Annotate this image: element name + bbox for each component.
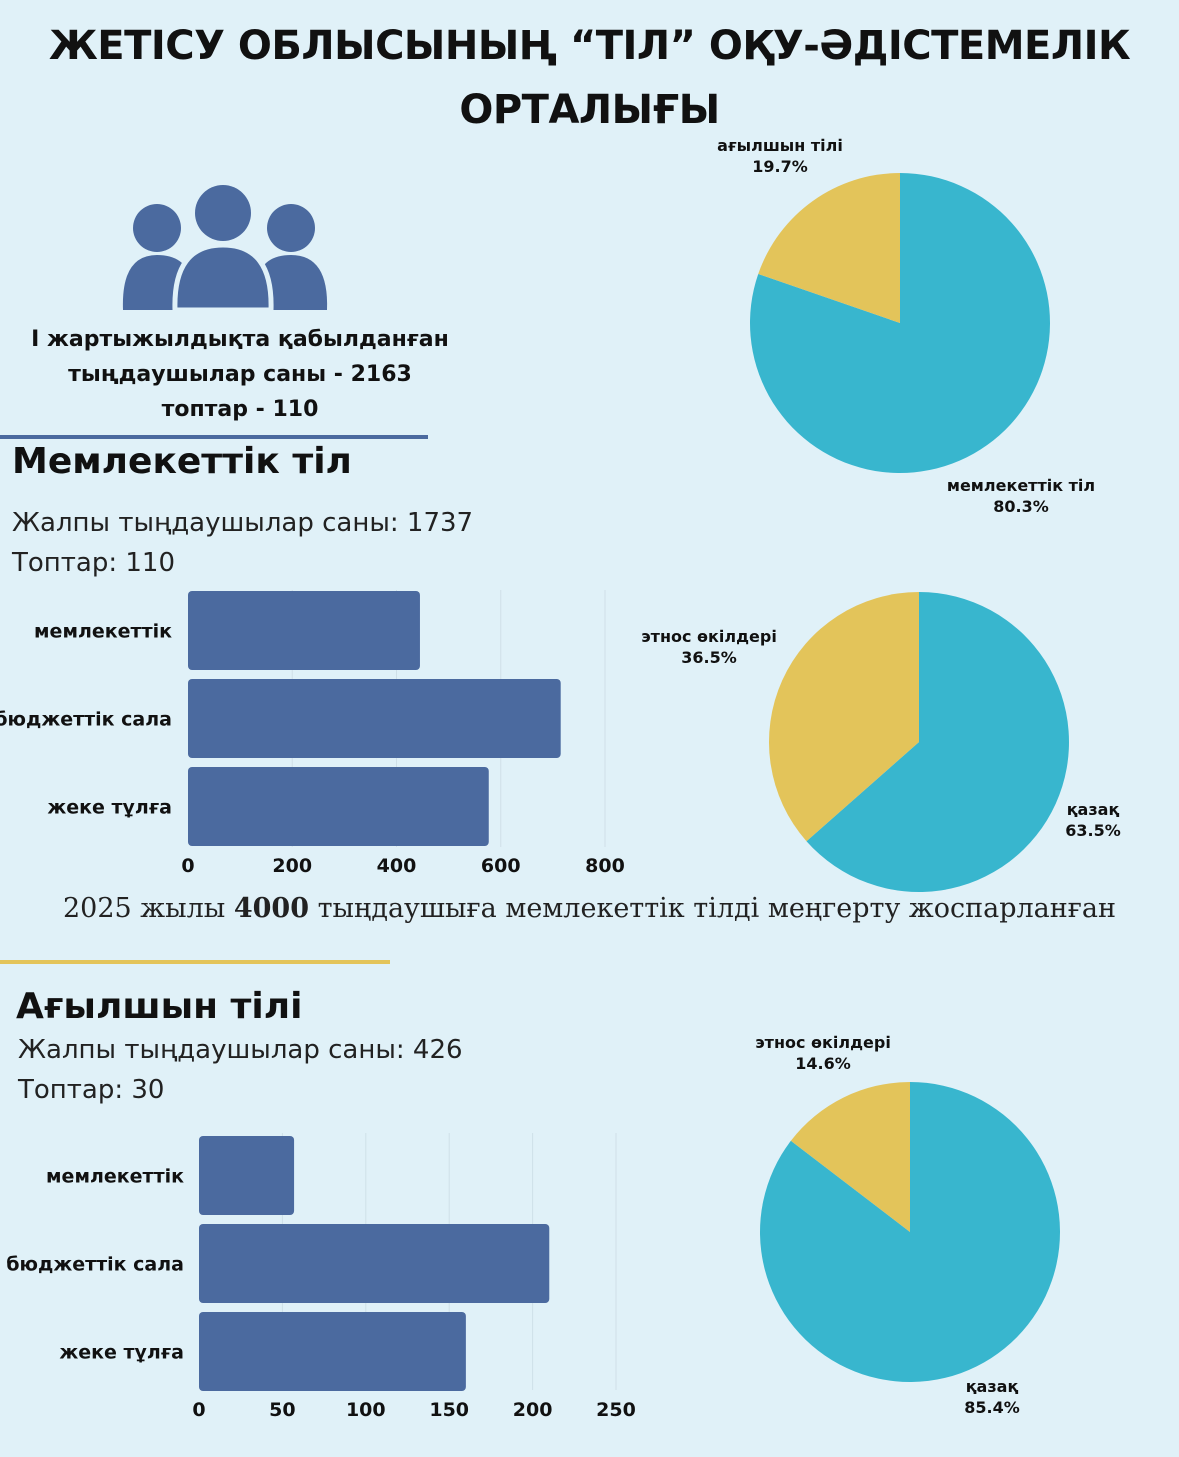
category-label-2: жеке тұлға [47, 797, 172, 819]
category-label-0: мемлекеттік [34, 621, 172, 643]
state-pie-chart: қазақ 63.5% этнос өкілдері 36.5% [641, 592, 1121, 892]
pie-value-0: 85.4% [964, 1398, 1020, 1417]
tick-label-2: 100 [346, 1399, 386, 1421]
summary-block: І жартыжылдықта қабылданған тыңдаушылар … [10, 322, 470, 427]
pie-slice-0 [806, 592, 1069, 892]
state-groups-count: Топтар: 110 [12, 548, 176, 578]
pie-slice-1 [790, 1082, 910, 1232]
tick-label-3: 600 [481, 855, 521, 877]
summary-line-1: І жартыжылдықта қабылданған [31, 327, 449, 352]
state-bar-chart: мемлекеттік бюджеттік сала жеке тұлға 0 200 4… [0, 590, 625, 877]
pie-label-1: ағылшын тілі [717, 136, 843, 155]
pie-slice-1 [768, 592, 919, 842]
category-label-1: бюджеттік сала [0, 709, 172, 731]
section-divider-yellow [0, 960, 390, 964]
languages-pie-chart: мемлекеттік тіл 80.3% ағылшын тілі 19.7% [717, 136, 1095, 516]
tick-label-4: 200 [513, 1399, 553, 1421]
pie-label-0: қазақ [966, 1377, 1019, 1396]
pie-value-0: 63.5% [1065, 821, 1121, 840]
page-title: ЖЕТІСУ ОБЛЫСЫНЫҢ “ТІЛ” ОҚУ-ӘДІСТЕМЕЛІК О… [0, 14, 1179, 142]
plan-note-suffix: тыңдаушыға мемлекеттік тілді меңгерту жо… [309, 893, 1116, 924]
pie-label-1: этнос өкілдері [641, 627, 777, 646]
summary-line-2: тыңдаушылар саны - 2163 [68, 362, 412, 387]
state-section-title: Мемлекеттік тіл [12, 441, 352, 482]
category-label-2: жеке тұлға [59, 1342, 184, 1364]
bar-2 [199, 1312, 466, 1391]
english-section-title: Ағылшын тілі [16, 986, 303, 1027]
pie-label-1: этнос өкілдері [755, 1033, 891, 1052]
tick-label-0: 0 [181, 855, 194, 877]
plan-note: 2025 жылы 4000 тыңдаушыға мемлекеттік ті… [0, 893, 1179, 924]
bar-1 [199, 1224, 550, 1303]
english-pie-chart: қазақ 85.4% этнос өкілдері 14.6% [755, 1033, 1060, 1417]
pie-label-0: мемлекеттік тіл [947, 476, 1095, 495]
tick-label-3: 150 [429, 1399, 469, 1421]
summary-line-3: топтар - 110 [161, 397, 319, 422]
section-divider-blue [0, 435, 428, 439]
category-label-1: бюджеттік сала [6, 1254, 184, 1276]
pie-value-1: 19.7% [752, 157, 808, 176]
tick-label-0: 0 [192, 1399, 205, 1421]
english-groups-count: Топтар: 30 [18, 1075, 165, 1105]
plan-note-prefix: 2025 жылы [62, 893, 234, 924]
pie-value-0: 80.3% [993, 497, 1049, 516]
english-bar-chart: мемлекеттік бюджеттік сала жеке тұлға 0 50 10… [6, 1133, 636, 1421]
page-title-line-2: ОРТАЛЫҒЫ [459, 87, 720, 133]
tick-label-1: 200 [272, 855, 312, 877]
page-title-line-1: ЖЕТІСУ ОБЛЫСЫНЫҢ “ТІЛ” ОҚУ-ӘДІСТЕМЕЛІК [48, 23, 1131, 69]
tick-label-4: 800 [585, 855, 625, 877]
bar-1 [188, 679, 561, 758]
bar-2 [188, 767, 489, 846]
tick-label-5: 250 [596, 1399, 636, 1421]
pie-value-1: 36.5% [681, 648, 737, 667]
category-label-0: мемлекеттік [46, 1166, 184, 1188]
group-of-people-icon [122, 185, 328, 313]
bar-0 [199, 1136, 295, 1215]
pie-slice-0 [759, 1082, 1060, 1382]
pie-value-1: 14.6% [795, 1054, 851, 1073]
pie-slice-1 [758, 173, 900, 323]
pie-slice-0 [750, 173, 1051, 473]
tick-label-1: 50 [269, 1399, 295, 1421]
state-total-listeners: Жалпы тыңдаушылар саны: 1737 [12, 508, 474, 538]
english-total-listeners: Жалпы тыңдаушылар саны: 426 [18, 1035, 463, 1065]
bar-0 [188, 591, 420, 670]
plan-note-number: 4000 [233, 893, 309, 924]
tick-label-2: 400 [377, 855, 417, 877]
pie-label-0: қазақ [1067, 800, 1120, 819]
